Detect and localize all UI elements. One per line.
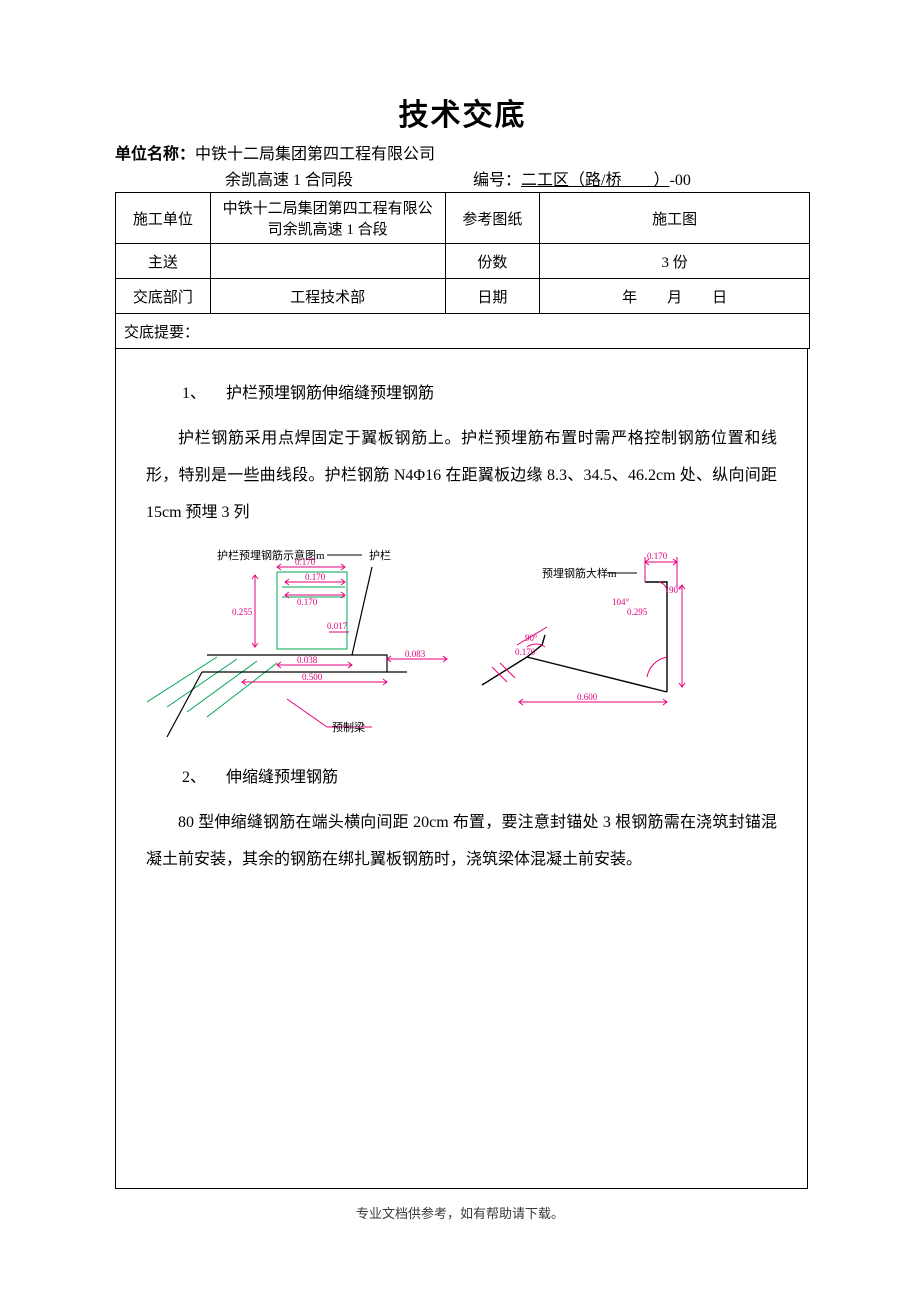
diagram-right-outline [482,582,667,692]
diagram-guardrail-label: 护栏 [369,548,391,562]
section-1-num: 1、 [146,379,226,403]
diagram-left-dims [242,564,447,727]
svg-text:0.017: 0.017 [327,621,348,631]
send-to-label: 主送 [116,244,211,279]
footer: 专业文档供参考，如有帮助请下载。 [0,1203,920,1222]
section-2-para: 80 型伸缩缝钢筋在端头横向间距 20cm 布置，要注意封锚处 3 根钢筋需在浇… [146,805,777,879]
header-table: 施工单位 中铁十二局集团第四工程有限公司余凯高速 1 合段 参考图纸 施工图 主… [115,192,810,349]
section-1-para: 护栏钢筋采用点焊固定于翼板钢筋上。护栏预埋筋布置时需严格控制钢筋位置和线形，特别… [146,421,777,531]
svg-text:0.170: 0.170 [295,557,316,567]
section-2-head: 2、伸缩缝预埋钢筋 [146,763,777,787]
section-2-num: 2、 [146,763,226,787]
table-row: 交底提要： [116,314,810,349]
ref-drawing-label: 参考图纸 [445,193,540,244]
svg-text:0.170: 0.170 [297,597,318,607]
svg-text:0.170: 0.170 [647,551,668,561]
table-row: 施工单位 中铁十二局集团第四工程有限公司余凯高速 1 合段 参考图纸 施工图 [116,193,810,244]
svg-text:0.170: 0.170 [515,647,536,657]
svg-text:90°: 90° [669,585,682,595]
diagram-right-title: 预埋钢筋大样m [542,566,617,580]
code-label: 编号： [473,172,521,189]
section-name: 余凯高速 1 合同段 [115,166,353,190]
section-2-title: 伸缩缝预埋钢筋 [226,769,338,786]
table-row: 交底部门 工程技术部 日期 年 月 日 [116,279,810,314]
diagram: 护栏预埋钢筋示意图m 护栏 [147,537,777,747]
table-row: 主送 份数 3 份 [116,244,810,279]
code-value: 二工区（路/桥 ） [521,172,669,189]
org-line: 单位名称：中铁十二局集团第四工程有限公司 [115,140,810,164]
summary-label: 交底提要： [116,314,810,349]
copies-label: 份数 [445,244,540,279]
svg-text:0.500: 0.500 [302,672,323,682]
diagram-precast-label: 预制梁 [332,720,365,734]
page: 技术交底 单位名称：中铁十二局集团第四工程有限公司 余凯高速 1 合同段 编号：… [0,0,920,1302]
content-frame: 1、护栏预埋钢筋伸缩缝预埋钢筋 护栏钢筋采用点焊固定于翼板钢筋上。护栏预埋筋布置… [115,349,808,1189]
construct-unit-value: 中铁十二局集团第四工程有限公司余凯高速 1 合段 [210,193,445,244]
svg-text:0.295: 0.295 [627,607,648,617]
code-group: 编号：二工区（路/桥 ）-00 [353,166,691,190]
section-1-head: 1、护栏预埋钢筋伸缩缝预埋钢筋 [146,379,777,403]
svg-text:0.600: 0.600 [577,692,598,702]
date-label: 日期 [445,279,540,314]
svg-text:0.255: 0.255 [232,607,253,617]
section-1-title: 护栏预埋钢筋伸缩缝预埋钢筋 [226,385,434,402]
ref-drawing-value: 施工图 [540,193,810,244]
diagram-aux-lines [147,572,347,717]
org-label: 单位名称： [115,146,195,163]
construct-unit-label: 施工单位 [116,193,211,244]
diagram-left-outline [167,567,407,737]
dept-value: 工程技术部 [210,279,445,314]
svg-text:0.170: 0.170 [305,572,326,582]
doc-title: 技术交底 [115,90,810,134]
diagram-left-dim-texts: 0.255 0.170 0.170 0.170 0.017 0.038 0.50… [232,557,426,682]
svg-text:0.038: 0.038 [297,655,318,665]
org-name: 中铁十二局集团第四工程有限公司 [195,146,435,163]
copies-value: 3 份 [540,244,810,279]
svg-text:0.083: 0.083 [405,649,426,659]
send-to-value [210,244,445,279]
code-suffix: -00 [669,172,690,189]
svg-text:104°: 104° [612,597,630,607]
svg-text:90°: 90° [525,633,538,643]
sub-line: 余凯高速 1 合同段 编号：二工区（路/桥 ）-00 [115,166,810,190]
date-value: 年 月 日 [540,279,810,314]
dept-label: 交底部门 [116,279,211,314]
